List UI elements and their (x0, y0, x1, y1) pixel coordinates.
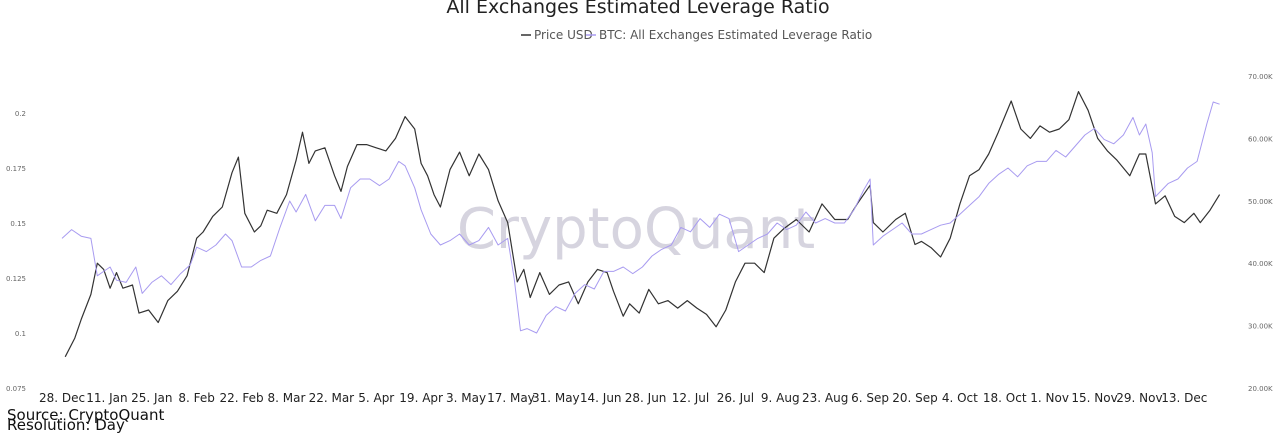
x-tick-label: 3. May (446, 391, 486, 405)
x-tick-label: 18. Oct (983, 391, 1027, 405)
x-tick-label: 28. Jun (625, 391, 667, 405)
x-tick-label: 6. Sep (851, 391, 889, 405)
x-tick-label: 14. Jun (580, 391, 622, 405)
x-tick-label: 26. Jul (717, 391, 754, 405)
x-tick-label: 12. Jul (672, 391, 709, 405)
x-tick-label: 23. Aug (802, 391, 848, 405)
y-right-tick-label: 50.00K (1248, 198, 1273, 206)
x-tick-label: 13. Dec (1161, 391, 1207, 405)
source-label: Source: CryptoQuant (7, 406, 165, 424)
x-tick-label: 5. Apr (358, 391, 394, 405)
legend-item-price-label[interactable]: Price USD (534, 28, 593, 42)
legend-item-leverage-label[interactable]: BTC: All Exchanges Estimated Leverage Ra… (599, 28, 872, 42)
x-tick-label: 25. Jan (131, 391, 172, 405)
series-line-leverage-ratio (61, 101, 1220, 334)
x-tick-label: 28. Dec (39, 391, 85, 405)
watermark: CryptoQuant (457, 197, 815, 262)
x-tick-label: 11. Jan (86, 391, 127, 405)
y-left-tick-label: 0.125 (6, 275, 26, 283)
x-tick-label: 9. Aug (761, 391, 800, 405)
chart-title: All Exchanges Estimated Leverage Ratio (446, 0, 829, 18)
y-left-tick-label: 0.2 (15, 110, 26, 118)
x-tick-label: 22. Feb (219, 391, 263, 405)
y-left-tick-label: 0.075 (6, 385, 26, 393)
series-line-price-usd (64, 90, 1221, 358)
y-left-tick-label: 0.15 (10, 220, 26, 228)
y-axis-right: 20.00K 30.00K 40.00K 50.00K 60.00K 70.00K (1248, 73, 1273, 393)
x-tick-label: 29. Nov (1116, 391, 1162, 405)
x-tick-label: 22. Mar (309, 391, 355, 405)
x-tick-label: 1. Nov (1030, 391, 1069, 405)
x-tick-label: 31. May (532, 391, 580, 405)
x-tick-label: 15. Nov (1071, 391, 1117, 405)
y-right-tick-label: 30.00K (1248, 323, 1273, 331)
y-right-tick-label: 20.00K (1248, 385, 1273, 393)
series-layer (61, 90, 1221, 358)
x-tick-label: 8. Feb (178, 391, 215, 405)
y-left-tick-label: 0.175 (6, 165, 26, 173)
x-tick-label: 17. May (487, 391, 535, 405)
x-tick-label: 8. Mar (268, 391, 306, 405)
y-right-tick-label: 70.00K (1248, 73, 1273, 81)
x-tick-label: 20. Sep (892, 391, 938, 405)
legend: Price USD BTC: All Exchanges Estimated Le… (521, 28, 872, 42)
x-axis: 28. Dec 11. Jan 25. Jan 8. Feb 22. Feb 8. Mar… (39, 391, 1207, 405)
x-tick-label: 4. Oct (942, 391, 978, 405)
resolution-label: Resolution: Day (7, 416, 125, 434)
y-left-tick-label: 0.1 (15, 330, 26, 338)
x-tick-label: 19. Apr (399, 391, 443, 405)
y-right-tick-label: 60.00K (1248, 135, 1273, 143)
y-right-tick-label: 40.00K (1248, 260, 1273, 268)
y-axis-left: 0.075 0.1 0.125 0.15 0.175 0.2 (6, 110, 26, 393)
